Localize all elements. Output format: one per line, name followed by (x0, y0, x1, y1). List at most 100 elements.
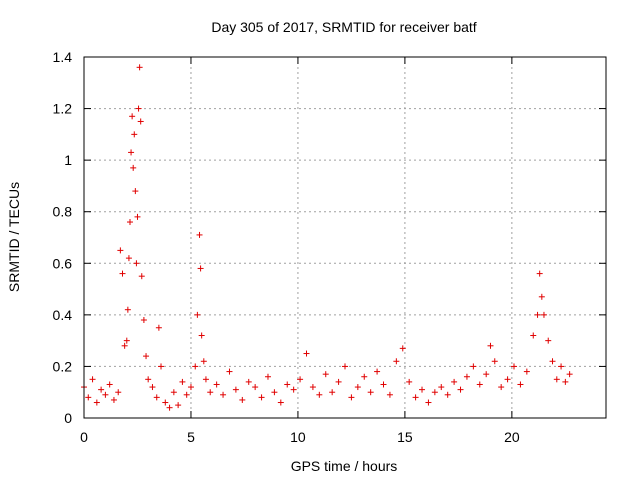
data-point (425, 399, 432, 406)
data-point (89, 376, 96, 383)
data-point (536, 270, 543, 277)
data-point (158, 363, 165, 370)
data-point (419, 386, 426, 393)
data-point (504, 376, 511, 383)
data-point (329, 389, 336, 396)
data-points (81, 64, 573, 411)
data-point (361, 373, 368, 380)
data-point (399, 345, 406, 352)
y-tick-label: 0.4 (53, 307, 73, 323)
data-point (128, 149, 135, 156)
data-point (303, 350, 310, 357)
data-point (530, 332, 537, 339)
data-point (451, 378, 458, 385)
data-point (374, 368, 381, 375)
data-point (130, 164, 137, 171)
data-point (438, 384, 445, 391)
x-tick-label: 10 (290, 429, 306, 445)
data-point (367, 389, 374, 396)
data-point (133, 260, 140, 267)
data-point (431, 389, 438, 396)
data-point (239, 396, 246, 403)
data-point (135, 105, 142, 112)
data-point (124, 306, 131, 313)
data-point (393, 358, 400, 365)
y-tick-label: 1.4 (53, 49, 73, 65)
data-point (145, 376, 152, 383)
data-point (566, 371, 573, 378)
data-point (316, 391, 323, 398)
data-point (153, 394, 160, 401)
y-tick-label: 0 (64, 410, 72, 426)
data-point (511, 363, 518, 370)
data-point (132, 188, 139, 195)
data-point (123, 337, 130, 344)
data-point (558, 363, 565, 370)
data-point (119, 270, 126, 277)
data-point (386, 391, 393, 398)
data-point (290, 386, 297, 393)
x-tick-label: 5 (187, 429, 195, 445)
data-point (380, 381, 387, 388)
x-axis-label: GPS time / hours (291, 458, 398, 474)
y-tick-label: 0.6 (53, 255, 73, 271)
data-point (322, 371, 329, 378)
y-tick-label: 1.2 (53, 101, 73, 117)
x-tick-label: 20 (504, 429, 520, 445)
data-point (85, 394, 92, 401)
data-point (309, 384, 316, 391)
data-point (117, 247, 124, 254)
data-point (106, 381, 113, 388)
data-point (192, 363, 199, 370)
data-point (197, 265, 204, 272)
data-point (523, 368, 530, 375)
data-point (121, 342, 128, 349)
data-point (406, 378, 413, 385)
data-point (126, 219, 133, 226)
data-point (196, 231, 203, 238)
data-point (264, 373, 271, 380)
data-point (136, 64, 143, 71)
data-point (155, 324, 162, 331)
data-point (498, 384, 505, 391)
data-point (252, 384, 259, 391)
data-point (444, 391, 451, 398)
grid-lines (84, 57, 606, 418)
data-point (129, 113, 136, 120)
data-point (297, 376, 304, 383)
data-point (348, 394, 355, 401)
data-point (220, 391, 227, 398)
data-point (149, 384, 156, 391)
data-point (187, 384, 194, 391)
y-tick-label: 1 (64, 152, 72, 168)
data-point (335, 378, 342, 385)
data-point (476, 381, 483, 388)
data-point (540, 311, 547, 318)
data-point (342, 363, 348, 370)
data-point (200, 358, 207, 365)
data-point (213, 381, 220, 388)
data-point (245, 378, 252, 385)
data-point (162, 399, 169, 406)
data-point (534, 311, 541, 318)
data-point (487, 342, 494, 349)
data-point (140, 317, 147, 324)
data-point (170, 389, 177, 396)
data-point (183, 391, 190, 398)
data-point (549, 358, 556, 365)
data-point (553, 376, 560, 383)
data-point (93, 399, 100, 406)
data-point (271, 389, 278, 396)
data-point (277, 399, 284, 406)
data-point (179, 378, 186, 385)
data-point (138, 273, 145, 280)
x-tick-label: 0 (80, 429, 88, 445)
data-point (110, 396, 117, 403)
data-point (232, 386, 239, 393)
chart-title: Day 305 of 2017, SRMTID for receiver bat… (211, 19, 476, 35)
axis-ticks: 0 0.2 0.4 0.6 0.8 1 1.2 1.4 0 5 10 15 20 (53, 49, 606, 445)
data-point (98, 386, 105, 393)
data-point (491, 358, 498, 365)
